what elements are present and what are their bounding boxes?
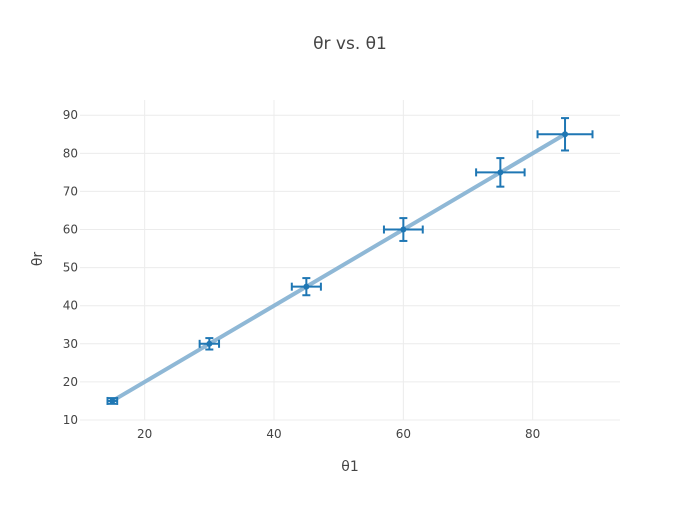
y-tick-label: 80 [63,146,78,160]
series-line [110,132,568,403]
tick-label-layer: 20 40 60 80 10 20 30 40 50 60 70 80 90 [63,108,541,441]
data-point [400,226,407,233]
y-axis-title: θr [30,252,46,267]
series-line-layer [110,132,568,403]
y-tick-label: 90 [63,108,78,122]
y-tick-label: 50 [63,261,78,275]
y-tick-label: 60 [63,223,78,237]
data-point [206,340,213,347]
chart-title: θr vs. θ1 [313,34,387,54]
x-axis-title: θ1 [341,459,358,475]
y-tick-label: 70 [63,184,78,198]
grid [80,100,620,421]
y-tick-label: 40 [63,299,78,313]
x-tick-label: 80 [525,427,540,441]
x-tick-label: 40 [266,427,281,441]
data-point [303,283,310,290]
y-tick-label: 20 [63,375,78,389]
y-tick-label: 30 [63,337,78,351]
x-tick-label: 20 [137,427,152,441]
marker-layer [109,131,569,404]
data-point [562,131,569,138]
error-bar-layer [106,117,594,405]
y-tick-label: 10 [63,413,78,427]
data-point [497,169,504,176]
data-point [109,397,116,404]
x-tick-label: 60 [396,427,411,441]
